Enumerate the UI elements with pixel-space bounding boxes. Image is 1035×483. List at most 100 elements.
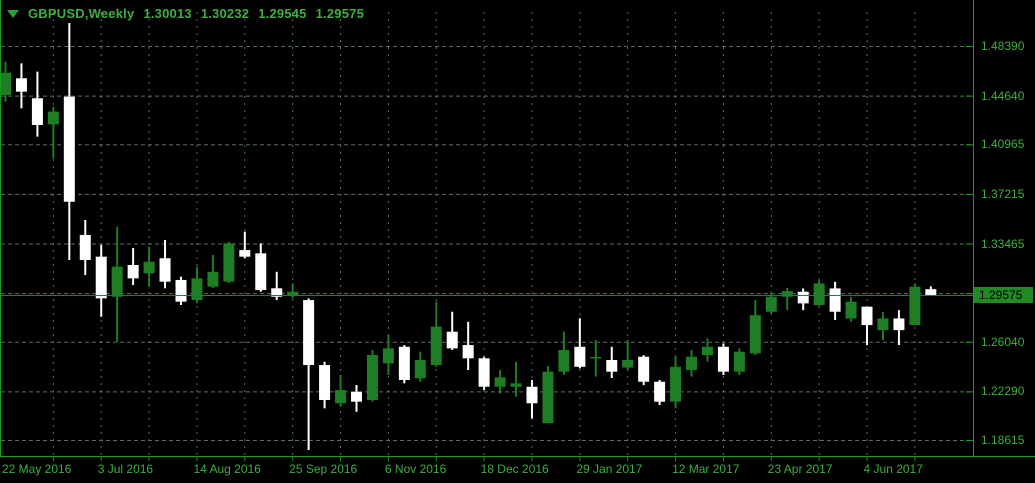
price-axis-label: 1.37215	[981, 186, 1025, 201]
candle-body	[829, 288, 841, 312]
ohlc-readout: 1.30013 1.30232 1.29545 1.29575	[143, 6, 364, 21]
candle-bullish	[701, 338, 713, 362]
candle-bearish	[462, 321, 474, 371]
candle-body	[0, 72, 11, 95]
price-axis-label: 1.44640	[981, 88, 1025, 103]
price-axis-label: 1.22290	[981, 384, 1025, 399]
candle-bearish	[797, 288, 809, 311]
candle-body	[909, 286, 921, 326]
low-value: 1.29545	[258, 6, 307, 21]
candle-bullish	[0, 61, 11, 102]
candle-bearish	[526, 380, 538, 419]
price-axis-label: 1.33465	[981, 236, 1025, 251]
time-axis-label: 14 Aug 2016	[193, 462, 261, 476]
candle-body	[590, 356, 602, 359]
candle-body	[893, 318, 905, 331]
candle-bearish	[638, 355, 650, 386]
candle-body	[31, 98, 43, 126]
candle-bearish	[829, 281, 841, 321]
candle-bullish	[877, 311, 889, 341]
candle-bullish	[414, 351, 426, 382]
candle-bearish	[159, 239, 171, 289]
candle-body	[510, 383, 522, 387]
candle-body	[207, 271, 219, 287]
candle-bullish	[749, 300, 761, 356]
candle-bearish	[175, 276, 187, 305]
candle-bearish	[303, 298, 315, 451]
candle-body	[15, 78, 27, 92]
time-axis-label: 25 Sep 2016	[289, 462, 358, 476]
candle-body	[622, 360, 634, 368]
candle-bullish	[223, 241, 235, 284]
candle-body	[414, 360, 426, 379]
candle-body	[95, 256, 107, 299]
candle-body	[478, 358, 490, 387]
candle-bearish	[717, 343, 729, 375]
candle-bullish	[366, 349, 378, 402]
time-axis-label: 23 Apr 2017	[767, 462, 833, 476]
candle-body	[638, 356, 650, 382]
candle-bearish	[654, 380, 666, 406]
candle-bearish	[478, 356, 490, 391]
candle-bearish	[79, 220, 91, 276]
candle-bearish	[127, 248, 139, 285]
candle-body	[175, 279, 187, 302]
candle-bearish	[606, 346, 618, 379]
candle-bearish	[893, 310, 905, 346]
candle-body	[430, 326, 442, 366]
candle-bearish	[31, 71, 43, 137]
chart-marker-triangle-icon[interactable]	[7, 10, 19, 18]
candle-body	[845, 301, 857, 319]
candle-bearish	[861, 306, 873, 346]
open-value: 1.30013	[143, 6, 192, 21]
candle-bullish	[143, 246, 155, 287]
candle-body	[526, 386, 538, 404]
candle-bullish	[494, 370, 506, 394]
candle-body	[574, 346, 586, 367]
candle-body	[717, 346, 729, 372]
chart-title-bar: GBPUSD,Weekly 1.30013 1.30232 1.29545 1.…	[7, 6, 364, 21]
candle-bullish	[781, 287, 793, 311]
candle-body	[79, 234, 91, 260]
candle-body	[670, 366, 682, 402]
candle-body	[255, 253, 267, 291]
candle-body	[271, 288, 283, 297]
candle-body	[319, 365, 331, 400]
candle-bullish	[590, 340, 602, 377]
time-axis-label: 3 Jul 2016	[97, 462, 154, 476]
candle-bullish	[622, 340, 634, 371]
time-axis-label: 12 Mar 2017	[672, 462, 740, 476]
candle-body	[813, 283, 825, 306]
candle-bullish	[207, 254, 219, 289]
candle-body	[733, 351, 745, 372]
candle-body	[749, 315, 761, 354]
candle-body	[239, 250, 251, 257]
candle-bearish	[239, 231, 251, 259]
candle-bearish	[95, 245, 107, 317]
candle-bearish	[398, 345, 410, 384]
candle-body	[558, 349, 570, 372]
candle-body	[303, 300, 315, 366]
candle-bullish	[191, 266, 203, 304]
candle-bearish	[574, 318, 586, 369]
candle-body	[701, 346, 713, 356]
symbol-timeframe-label: GBPUSD,Weekly	[28, 6, 135, 21]
candle-body	[366, 354, 378, 400]
candle-bearish	[446, 311, 458, 350]
candle-body	[398, 346, 410, 381]
candle-bullish	[686, 350, 698, 377]
candle-bullish	[670, 356, 682, 409]
candle-body	[861, 306, 873, 326]
candle-bullish	[845, 296, 857, 322]
candle-body	[111, 266, 123, 297]
price-axis-label: 1.48390	[981, 39, 1025, 53]
candle-body	[47, 111, 59, 125]
candle-body	[765, 296, 777, 312]
candle-body	[606, 360, 618, 372]
candle-body	[462, 345, 474, 359]
candle-bullish	[542, 365, 554, 424]
candle-body	[382, 348, 394, 364]
price-axis-label: 1.18615	[981, 433, 1025, 447]
